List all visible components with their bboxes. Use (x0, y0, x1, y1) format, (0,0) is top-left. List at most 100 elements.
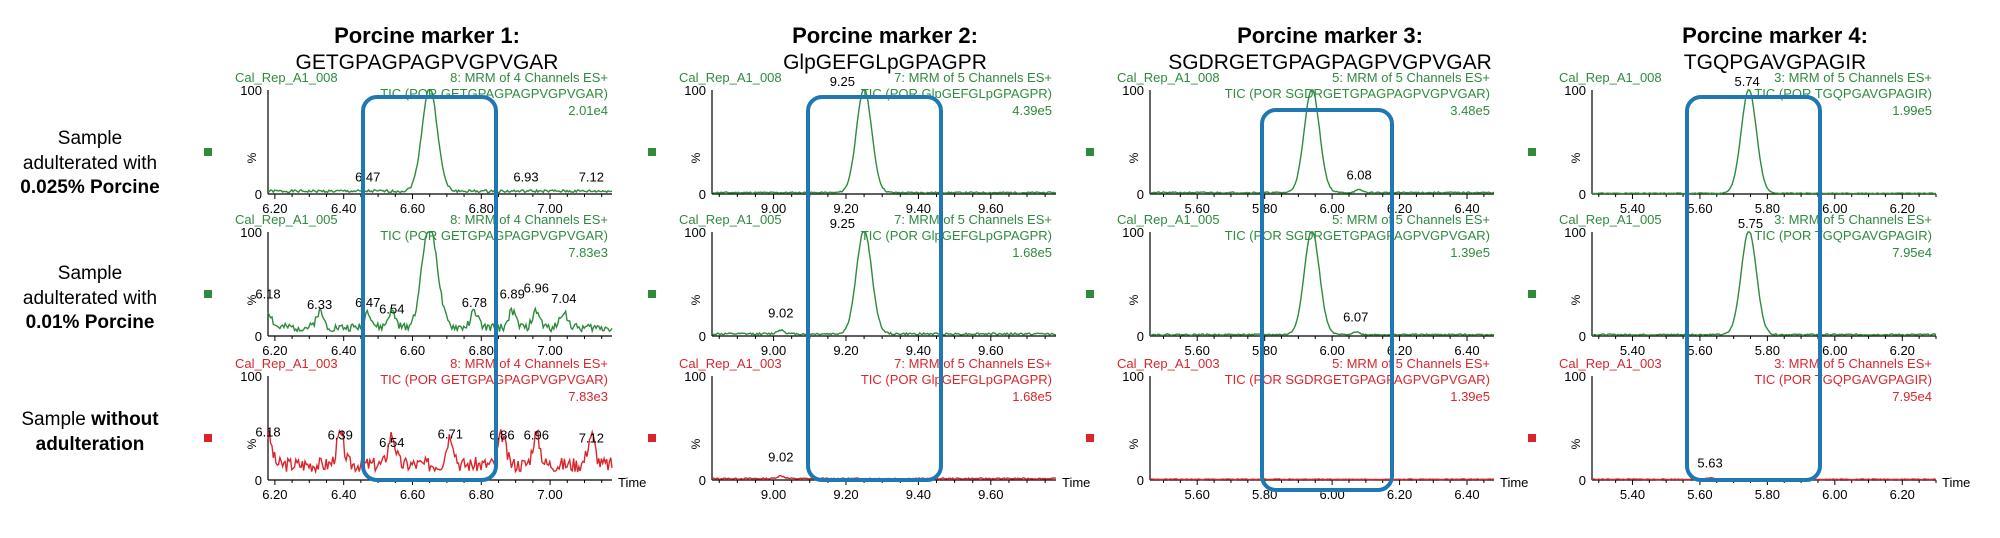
trace-intensity: 1.68e5 (1012, 245, 1052, 260)
trace-panel: Cal_Rep_A1_008 3: MRM of 5 Channels ES+TI… (1528, 70, 1937, 216)
peak-label: 9.25 (830, 74, 855, 89)
x-tick-label: 5.60 (1185, 487, 1210, 502)
x-tick-label: 6.00 (1319, 343, 1344, 358)
row-label-bold: 0.025% Porcine (20, 177, 160, 199)
column-title-4: Porcine marker 4: TGQPGAVGPAGIR (1610, 22, 1940, 76)
marker-title: Porcine marker 4: (1682, 23, 1868, 48)
y-axis-label: % (689, 294, 703, 305)
trace-panel: Cal_Rep_A1_008 5: MRM of 5 Channels ES+TI… (1086, 70, 1495, 216)
x-tick-label: 5.80 (1252, 201, 1277, 216)
trace-panel: Cal_Rep_A1_005 8: MRM of 4 Channels ES+TI… (204, 212, 613, 358)
x-tick-label: 5.80 (1755, 201, 1780, 216)
y-axis-label: % (1569, 152, 1583, 163)
trace-legend-marker (1528, 290, 1536, 298)
trace-panel: Cal_Rep_A1_003 3: MRM of 5 Channels ES+TI… (1528, 356, 1970, 502)
trace-header: 3: MRM of 5 Channels ES+ (1774, 356, 1932, 371)
x-tick-label: 6.80 (469, 487, 494, 502)
peak-label: 7.12 (579, 170, 604, 185)
trace-header: 7: MRM of 5 Channels ES+ (894, 212, 1052, 227)
peak-label: 6.93 (513, 170, 538, 185)
trace-tic: TIC (POR SGDRGETGPAGPAGPVGPVGAR) (1225, 86, 1490, 101)
chromatogram-line (711, 89, 1057, 195)
peak-label: 6.47 (355, 295, 380, 310)
y-tick-label: 100 (1122, 83, 1144, 98)
chromatogram-line (1149, 231, 1495, 337)
peak-label: 6.54 (379, 435, 404, 450)
trace-file-label: Cal_Rep_A1_005 (679, 212, 782, 227)
trace-file-label: Cal_Rep_A1_008 (679, 70, 782, 85)
column-title-1: Porcine marker 1: GETGPAGPAGPVGPVGAR (262, 22, 592, 76)
chromatogram-line (267, 231, 613, 334)
trace-header: 7: MRM of 5 Channels ES+ (894, 356, 1052, 371)
chromatogram-line (1591, 89, 1937, 195)
peak-label: 5.75 (1738, 216, 1763, 231)
x-tick-label: 5.60 (1185, 201, 1210, 216)
x-tick-label: 9.00 (761, 343, 786, 358)
marker-peptide: TGQPGAVGPAGIR (1683, 50, 1867, 74)
y-tick-label: 0 (1579, 473, 1586, 488)
y-axis-label: % (689, 152, 703, 163)
x-tick-label: 5.40 (1620, 487, 1645, 502)
peak-label: 6.08 (1346, 168, 1371, 183)
y-axis-label: % (689, 438, 703, 449)
trace-panel: Cal_Rep_A1_008 8: MRM of 4 Channels ES+TI… (204, 70, 613, 216)
marker-peptide: GETGPAGPAGPVGPVGAR (295, 50, 559, 74)
x-tick-label: 6.40 (1454, 201, 1479, 216)
x-tick-label: 5.40 (1620, 343, 1645, 358)
trace-file-label: Cal_Rep_A1_005 (1559, 212, 1662, 227)
x-tick-label: 6.40 (331, 201, 356, 216)
peak-label: 6.89 (500, 287, 525, 302)
x-tick-label: 9.20 (833, 201, 858, 216)
row-label-bold: 0.01% Porcine (25, 312, 155, 334)
trace-intensity: 7.95e4 (1892, 389, 1932, 404)
trace-tic: TIC (POR TGQPGAVGPAGIR) (1754, 372, 1932, 387)
x-tick-label: 5.80 (1755, 487, 1780, 502)
y-tick-label: 0 (255, 329, 262, 344)
x-tick-label: 7.00 (537, 487, 562, 502)
row-label-bold: adulteration (35, 433, 145, 455)
peak-label: 9.02 (768, 305, 793, 320)
trace-header: 5: MRM of 5 Channels ES+ (1332, 212, 1490, 227)
trace-panel: Cal_Rep_A1_008 7: MRM of 5 Channels ES+TI… (648, 70, 1057, 216)
y-axis-label: % (1127, 294, 1141, 305)
trace-intensity: 1.39e5 (1450, 389, 1490, 404)
peak-label: 6.86 (489, 428, 514, 443)
trace-legend-marker (1528, 434, 1536, 442)
trace-legend-marker (204, 434, 212, 442)
x-tick-label: 6.40 (331, 487, 356, 502)
peak-label: 6.96 (524, 428, 549, 443)
x-tick-label: 9.40 (906, 201, 931, 216)
trace-header: 8: MRM of 4 Channels ES+ (450, 70, 608, 85)
peak-highlight-box (361, 95, 498, 482)
y-tick-label: 100 (240, 369, 262, 384)
y-axis-label: % (1569, 294, 1583, 305)
x-tick-label: 5.80 (1755, 343, 1780, 358)
y-tick-label: 0 (1137, 187, 1144, 202)
y-tick-label: 0 (1137, 473, 1144, 488)
peak-label: 6.33 (307, 297, 332, 312)
x-axis-label: Time (1500, 475, 1528, 490)
trace-legend-marker (648, 290, 656, 298)
x-tick-label: 9.40 (906, 487, 931, 502)
y-axis-label: % (245, 438, 259, 449)
trace-legend-marker (204, 148, 212, 156)
peak-label: 6.47 (355, 170, 380, 185)
trace-panel: Cal_Rep_A1_003 7: MRM of 5 Channels ES+TI… (648, 356, 1090, 502)
peak-label: 5.63 (1697, 456, 1722, 471)
trace-panel: Cal_Rep_A1_003 5: MRM of 5 Channels ES+TI… (1086, 356, 1528, 502)
peak-label: 6.96 (524, 280, 549, 295)
trace-intensity: 1.68e5 (1012, 389, 1052, 404)
peak-label: 6.07 (1343, 310, 1368, 325)
x-tick-label: 9.60 (978, 201, 1003, 216)
trace-file-label: Cal_Rep_A1_005 (1117, 212, 1220, 227)
x-tick-label: 7.00 (537, 201, 562, 216)
x-tick-label: 6.40 (1454, 487, 1479, 502)
peak-highlight-box (806, 95, 943, 482)
trace-legend-marker (648, 148, 656, 156)
trace-panel: Cal_Rep_A1_005 5: MRM of 5 Channels ES+TI… (1086, 212, 1495, 358)
trace-legend-marker (204, 290, 212, 298)
peak-highlight-box (1260, 108, 1394, 492)
row-label-bold: without (91, 409, 159, 430)
x-tick-label: 6.60 (400, 343, 425, 358)
row-label-line: Sample (57, 263, 123, 284)
